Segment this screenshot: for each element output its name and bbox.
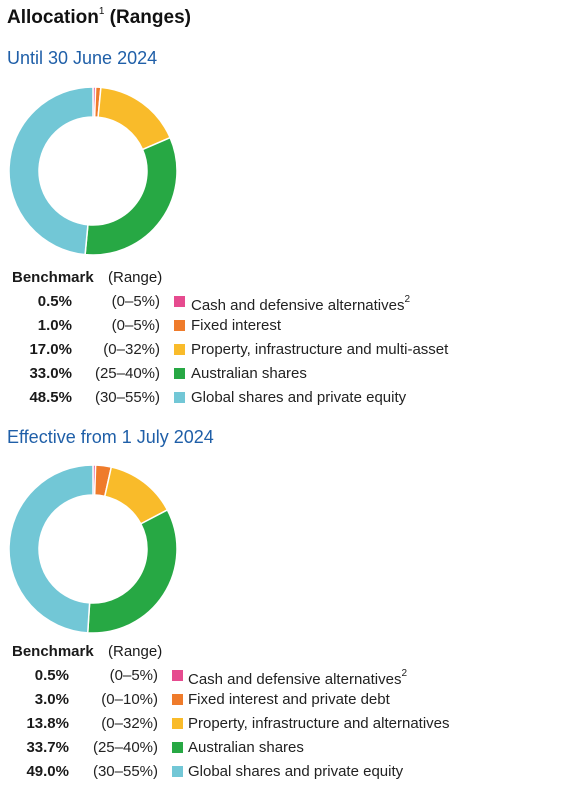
donut-slice-australian (84, 136, 178, 256)
legend-label: Property, infrastructure and alternative… (188, 712, 450, 736)
benchmark-value: 48.5% (29, 389, 72, 406)
benchmark-value: 0.5% (34, 667, 69, 684)
range-value: (25–40%) (92, 739, 158, 756)
page-title: Allocation1 (Ranges) (7, 5, 191, 28)
legend-label-text: Australian shares (191, 365, 307, 382)
legend-swatch-australian (174, 368, 185, 379)
footnote-marker: 2 (404, 294, 411, 305)
range-value: (30–55%) (92, 763, 158, 780)
legend-label: Property, infrastructure and multi-asset (191, 338, 448, 362)
legend-swatch-fixed (174, 320, 185, 331)
legend-label-text: Cash and defensive alternatives (188, 671, 402, 688)
legend-label: Fixed interest (191, 314, 281, 338)
header-benchmark: Benchmark (12, 643, 94, 660)
legend-label-text: Global shares and private equity (191, 389, 407, 406)
legend-swatch-global (174, 392, 185, 403)
legend-swatch-property (172, 718, 183, 729)
donut-chart-effective (8, 464, 178, 634)
legend-swatch-property (174, 344, 185, 355)
benchmark-value: 13.8% (26, 715, 69, 732)
benchmark-value: 33.0% (29, 365, 72, 382)
table-row: 49.0% (30–55%) Global shares and private e… (12, 760, 572, 784)
table-row: 3.0% (0–10%) Fixed interest and private de… (12, 688, 572, 712)
legend-label: Australian shares (191, 362, 307, 386)
table-header: Benchmark (Range) (12, 266, 572, 290)
section-heading-until: Until 30 June 2024 (7, 48, 158, 68)
legend-label-text: Australian shares (188, 739, 304, 756)
header-benchmark: Benchmark (12, 269, 94, 286)
legend-swatch-cash (174, 296, 185, 307)
table-row: 48.5% (30–55%) Global shares and private e… (12, 386, 572, 410)
legend-label-text: Fixed interest (191, 317, 282, 334)
title-footnote-marker: 1 (98, 5, 105, 17)
range-value: (0–5%) (109, 667, 158, 684)
legend-swatch-global (172, 766, 183, 777)
range-value: (0–5%) (111, 293, 160, 310)
legend-swatch-australian (172, 742, 183, 753)
table-row: 0.5% (0–5%) Cash and defensive alternative… (12, 290, 572, 314)
range-value: (0–32%) (101, 715, 158, 732)
range-value: (0–10%) (101, 691, 158, 708)
legend-swatch-cash (172, 670, 183, 681)
legend-label-text: Property, infrastructure and multi-asset (191, 341, 449, 358)
legend-label-text: Cash and defensive alternatives (191, 297, 405, 314)
allocation-table-effective: Benchmark (Range) 0.5% (0–5%) Cash and def… (12, 640, 572, 784)
donut-chart-until (8, 86, 178, 256)
legend-label: Fixed interest and private debt (188, 688, 390, 712)
legend-label-text: Property, infrastructure and alternative… (188, 715, 450, 732)
range-value: (0–32%) (103, 341, 160, 358)
donut-slice-global (8, 86, 94, 256)
table-row: 13.8% (0–32%) Property, infrastructure and… (12, 712, 572, 736)
range-value: (30–55%) (94, 389, 160, 406)
range-value: (0–5%) (111, 317, 160, 334)
donut-slice-global (8, 464, 94, 634)
table-row: 0.5% (0–5%) Cash and defensive alternative… (12, 664, 572, 688)
legend-label-text: Global shares and private equity (188, 763, 404, 780)
legend-label: Cash and defensive alternatives2 (191, 290, 410, 318)
benchmark-value: 3.0% (34, 691, 69, 708)
table-header: Benchmark (Range) (12, 640, 572, 664)
legend-label-text: Fixed interest and private debt (188, 691, 390, 708)
section-heading-effective: Effective from 1 July 2024 (7, 427, 214, 447)
table-row: 33.7% (25–40%) Australian shares (12, 736, 572, 760)
benchmark-value: 49.0% (26, 763, 69, 780)
benchmark-value: 17.0% (29, 341, 72, 358)
footnote-marker: 2 (401, 668, 408, 679)
benchmark-value: 1.0% (37, 317, 72, 334)
header-range: (Range) (108, 643, 163, 660)
header-range: (Range) (108, 269, 163, 286)
donut-slice-property (97, 86, 172, 151)
legend-label: Cash and defensive alternatives2 (188, 664, 407, 692)
benchmark-value: 33.7% (26, 739, 69, 756)
legend-label: Global shares and private equity (188, 760, 403, 784)
legend-label: Global shares and private equity (191, 386, 406, 410)
benchmark-value: 0.5% (37, 293, 72, 310)
table-row: 17.0% (0–32%) Property, infrastructure and… (12, 338, 572, 362)
table-row: 33.0% (25–40%) Australian shares (12, 362, 572, 386)
legend-label: Australian shares (188, 736, 304, 760)
table-row: 1.0% (0–5%) Fixed interest (12, 314, 572, 338)
donut-slice-australian (86, 508, 178, 634)
legend-swatch-fixed (172, 694, 183, 705)
range-value: (25–40%) (94, 365, 160, 382)
allocation-table-until: Benchmark (Range) 0.5% (0–5%) Cash and def… (12, 266, 572, 410)
